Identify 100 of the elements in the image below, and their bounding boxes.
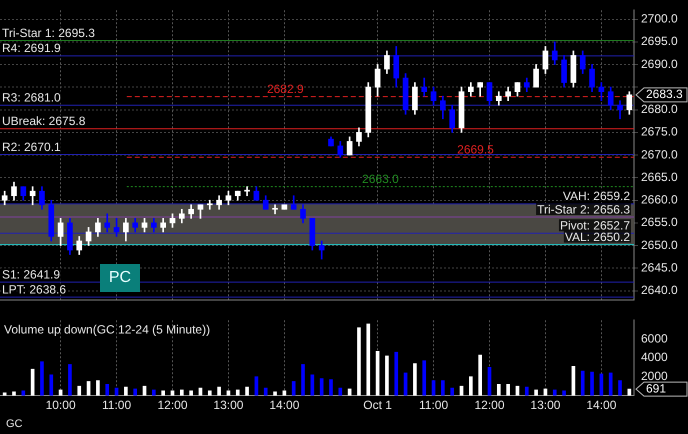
bar <box>133 388 138 396</box>
bar <box>450 388 454 396</box>
bar <box>12 392 16 396</box>
y-tick-label: 2665.0 <box>641 170 678 184</box>
bar <box>68 364 72 396</box>
bar <box>264 388 268 396</box>
bar <box>404 372 408 396</box>
bar <box>77 386 82 396</box>
bar <box>292 381 296 396</box>
ref-line-label: R3: 2681.0 <box>2 90 62 105</box>
text: 691 <box>646 381 666 396</box>
y-tick-label: 2680.0 <box>641 102 678 116</box>
bar <box>413 363 417 396</box>
bar <box>217 386 221 396</box>
bar <box>142 386 146 396</box>
ref-line-label: VAL: 2650.2 <box>564 230 630 244</box>
text: GC <box>6 418 22 430</box>
ref-line-label: R2: 2670.1 <box>2 140 62 154</box>
bar <box>478 354 482 396</box>
bar <box>114 388 118 396</box>
bar <box>49 374 54 396</box>
bar <box>506 384 510 396</box>
bar <box>524 386 529 396</box>
bar <box>338 388 342 396</box>
chart-title: Volume up down(GC 12-24 (5 Minute)) <box>4 322 210 337</box>
ref-line-label: 2682.9 <box>266 82 304 96</box>
bar <box>58 390 62 396</box>
bar <box>236 390 240 396</box>
x-tick-label: 12:00 <box>157 398 188 412</box>
bar <box>469 376 473 396</box>
y-tick-label: 2640.0 <box>641 283 678 298</box>
ref-line-label: Pivot: 2652.7 <box>560 218 630 233</box>
bar <box>2 392 6 396</box>
y-tick-label: 2700.0 <box>641 12 678 26</box>
bar <box>86 381 90 396</box>
bar <box>496 384 501 396</box>
x-tick-label: 14:00 <box>586 398 617 412</box>
bar <box>552 390 557 396</box>
x-tick-label: 14:00 <box>269 398 300 412</box>
bar <box>516 386 520 396</box>
bar <box>628 388 632 396</box>
bar <box>348 388 352 396</box>
bar <box>180 390 184 396</box>
y-tick-label: 2655.0 <box>641 215 678 230</box>
text: 2683.3 <box>646 87 684 102</box>
bar <box>273 392 277 396</box>
y-tick-label: 2670.0 <box>641 147 678 162</box>
bar <box>198 388 202 396</box>
bar <box>544 388 548 396</box>
ref-line-label: 2669.5 <box>457 142 494 157</box>
y-tick-label: 2650.0 <box>641 238 678 252</box>
bar <box>357 327 361 396</box>
bar <box>189 390 193 396</box>
bar <box>320 378 324 396</box>
ref-line-label: LPT: 2638.6 <box>2 282 66 296</box>
bar <box>385 356 389 396</box>
bar <box>600 374 604 396</box>
bar <box>488 366 492 396</box>
x-tick-label: 11:00 <box>102 398 132 412</box>
pc-button: PC <box>100 264 140 292</box>
bar <box>590 372 594 396</box>
bar <box>30 368 34 396</box>
x-tick-label: Oct 1 <box>363 398 392 412</box>
ref-line-label: 2663.0 <box>362 172 400 186</box>
x-tick-label: 10:00 <box>46 398 76 412</box>
bar <box>432 380 436 396</box>
bar <box>105 384 110 396</box>
y-tick-label: 6000 <box>641 331 668 346</box>
bar <box>310 374 314 396</box>
ref-line-label: Tri-Star 1: 2695.3 <box>2 26 96 40</box>
bar <box>394 352 398 396</box>
bar <box>562 390 566 396</box>
y-tick-label: 2660.0 <box>641 192 678 207</box>
y-tick-label: 2000 <box>641 369 668 384</box>
bar <box>161 390 165 396</box>
bar <box>572 366 576 396</box>
bar <box>460 386 464 396</box>
x-tick-label: 12:00 <box>474 398 505 412</box>
ref-line-label: VAH: 2659.2 <box>562 189 630 204</box>
bar <box>245 386 249 396</box>
bar <box>366 324 370 396</box>
y-tick-label: 2645.0 <box>641 260 678 274</box>
bar <box>254 376 258 396</box>
ref-line-label: S1: 2641.9 <box>2 267 60 282</box>
x-tick-label: 13:00 <box>530 398 561 412</box>
bar <box>301 364 305 396</box>
bar <box>329 379 333 396</box>
ref-line-label: Tri-Star 2: 2656.3 <box>537 202 630 216</box>
y-tick-label: 2675.0 <box>641 124 678 139</box>
ref-line-label: R4: 2691.9 <box>2 41 62 56</box>
bar <box>580 370 585 396</box>
x-tick-label: 11:00 <box>418 398 448 412</box>
ref-line-label: UBreak: 2675.8 <box>2 114 86 128</box>
x-tick-label: 13:00 <box>213 398 244 412</box>
bar <box>208 390 212 396</box>
y-tick-label: 2690.0 <box>641 56 678 71</box>
bar <box>40 361 44 396</box>
bar <box>422 360 426 396</box>
bar <box>608 372 613 396</box>
bar <box>282 390 286 396</box>
